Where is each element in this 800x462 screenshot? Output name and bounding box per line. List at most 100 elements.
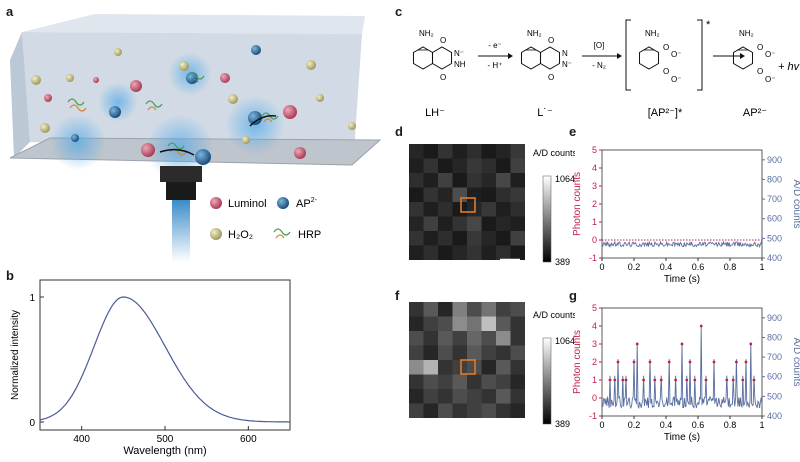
pixel-cell [438, 202, 453, 217]
axes-frame [39, 279, 291, 431]
carbonyl-o: O [440, 36, 446, 45]
pixel-cell [452, 389, 467, 404]
photon-count-point [642, 378, 645, 382]
pixel-cell [438, 245, 453, 260]
reaction-arrow [249, 114, 277, 127]
pixel-cell [467, 389, 482, 404]
solution-block-top [22, 14, 365, 34]
x-tick-label: 400 [73, 434, 90, 445]
pixel-cell [409, 144, 424, 159]
photon-count-point [752, 378, 756, 382]
luminol-molecule [283, 105, 297, 119]
roi-box [460, 359, 476, 375]
objective-lens [160, 166, 202, 182]
photon-count-point [725, 378, 729, 382]
carboxylate: O⁻ [671, 50, 681, 59]
pixel-cell [481, 374, 496, 389]
pixel-cell [496, 187, 511, 202]
photon-count-point [744, 360, 748, 364]
pixel-cell [467, 158, 482, 173]
h2o2-molecule [179, 61, 189, 71]
panel-b-spectrum: 400 500 600 0 1 Normalized intensity Wavelen… [10, 279, 291, 457]
axes-frame [601, 149, 763, 259]
amine-group: NH₂ [645, 29, 660, 38]
pixel-cell [496, 173, 511, 188]
pixel-cell [423, 202, 438, 217]
pixel-cell [510, 331, 525, 346]
y-tick-right-label: 700 [767, 194, 782, 204]
pixel-cell [510, 216, 525, 231]
pixel-cell [452, 245, 467, 260]
y-tick-right-label: 600 [767, 214, 782, 224]
ap-molecule [248, 111, 262, 125]
photon-count-point [621, 378, 625, 382]
y-tick-right-label: 900 [767, 155, 782, 165]
y-tick-left-label: -1 [589, 411, 597, 421]
bracket-left [625, 19, 631, 91]
hydrazide-ring [431, 46, 453, 70]
pixel-cell [510, 389, 525, 404]
photon-count-point [653, 378, 657, 382]
colorbar [542, 175, 552, 263]
pixel-cell [481, 360, 496, 375]
x-tick-label: 1 [759, 262, 764, 272]
pixel-cell [409, 245, 424, 260]
photon-count-point [741, 378, 745, 382]
pixel-cell [467, 144, 482, 159]
pixel-cell [467, 374, 482, 389]
pixel-cell [438, 374, 453, 389]
y-axis-left-label: Photon counts [572, 172, 583, 236]
pixel-cell [452, 187, 467, 202]
glow-spot [146, 114, 214, 182]
pixel-cell [496, 316, 511, 331]
pixel-cell [438, 187, 453, 202]
pixel-cell [510, 345, 525, 360]
arrowhead [617, 53, 622, 59]
colorbar-title: A/D counts [533, 148, 575, 158]
pixel-cell [496, 345, 511, 360]
pixel-cell [481, 187, 496, 202]
pixel-cell [496, 202, 511, 217]
pixel-cell [510, 173, 525, 188]
pixel-cell [452, 331, 467, 346]
pixel-cell [452, 216, 467, 231]
carboxylate: O [663, 67, 669, 76]
luminol-molecule [141, 143, 155, 157]
arrowhead [508, 53, 513, 59]
pixel-cell [452, 144, 467, 159]
excited-star: * [706, 19, 711, 31]
h2o2-molecule [114, 48, 122, 56]
legend-hrp-label: HRP [298, 229, 321, 241]
legend-ap-swatch [277, 197, 289, 209]
x-tick-label: 1 [759, 420, 764, 430]
pixel-cell [423, 316, 438, 331]
pixel-cell [409, 173, 424, 188]
pixel-cell [510, 231, 525, 246]
ap-molecule [251, 45, 261, 55]
hrp-enzyme [187, 72, 205, 83]
pixel-cell [467, 173, 482, 188]
emission-spectrum-line [39, 296, 290, 423]
colorbar-min: 389 [555, 419, 570, 429]
pixel-cell [409, 331, 424, 346]
photon-count-point [667, 360, 671, 364]
pixel-cell [510, 302, 525, 317]
amine-group: NH₂ [739, 29, 754, 38]
pixel-cell [467, 331, 482, 346]
y-tick-left-label: 4 [592, 163, 597, 173]
y-axis-left-label: Photon counts [572, 330, 583, 394]
pixel-cell [409, 216, 424, 231]
y-tick-right-label: 400 [767, 411, 782, 421]
carbonyl-o: O [548, 36, 554, 45]
y-tick-left-label: 0 [592, 235, 597, 245]
luminol-molecule [294, 147, 306, 159]
y-tick-left-label: 3 [592, 181, 597, 191]
pixel-cell [481, 202, 496, 217]
ap-molecule [71, 134, 79, 142]
pixel-cell [423, 231, 438, 246]
luminol-molecule [44, 94, 52, 102]
pixel-cell [467, 345, 482, 360]
pixel-cell [467, 302, 482, 317]
